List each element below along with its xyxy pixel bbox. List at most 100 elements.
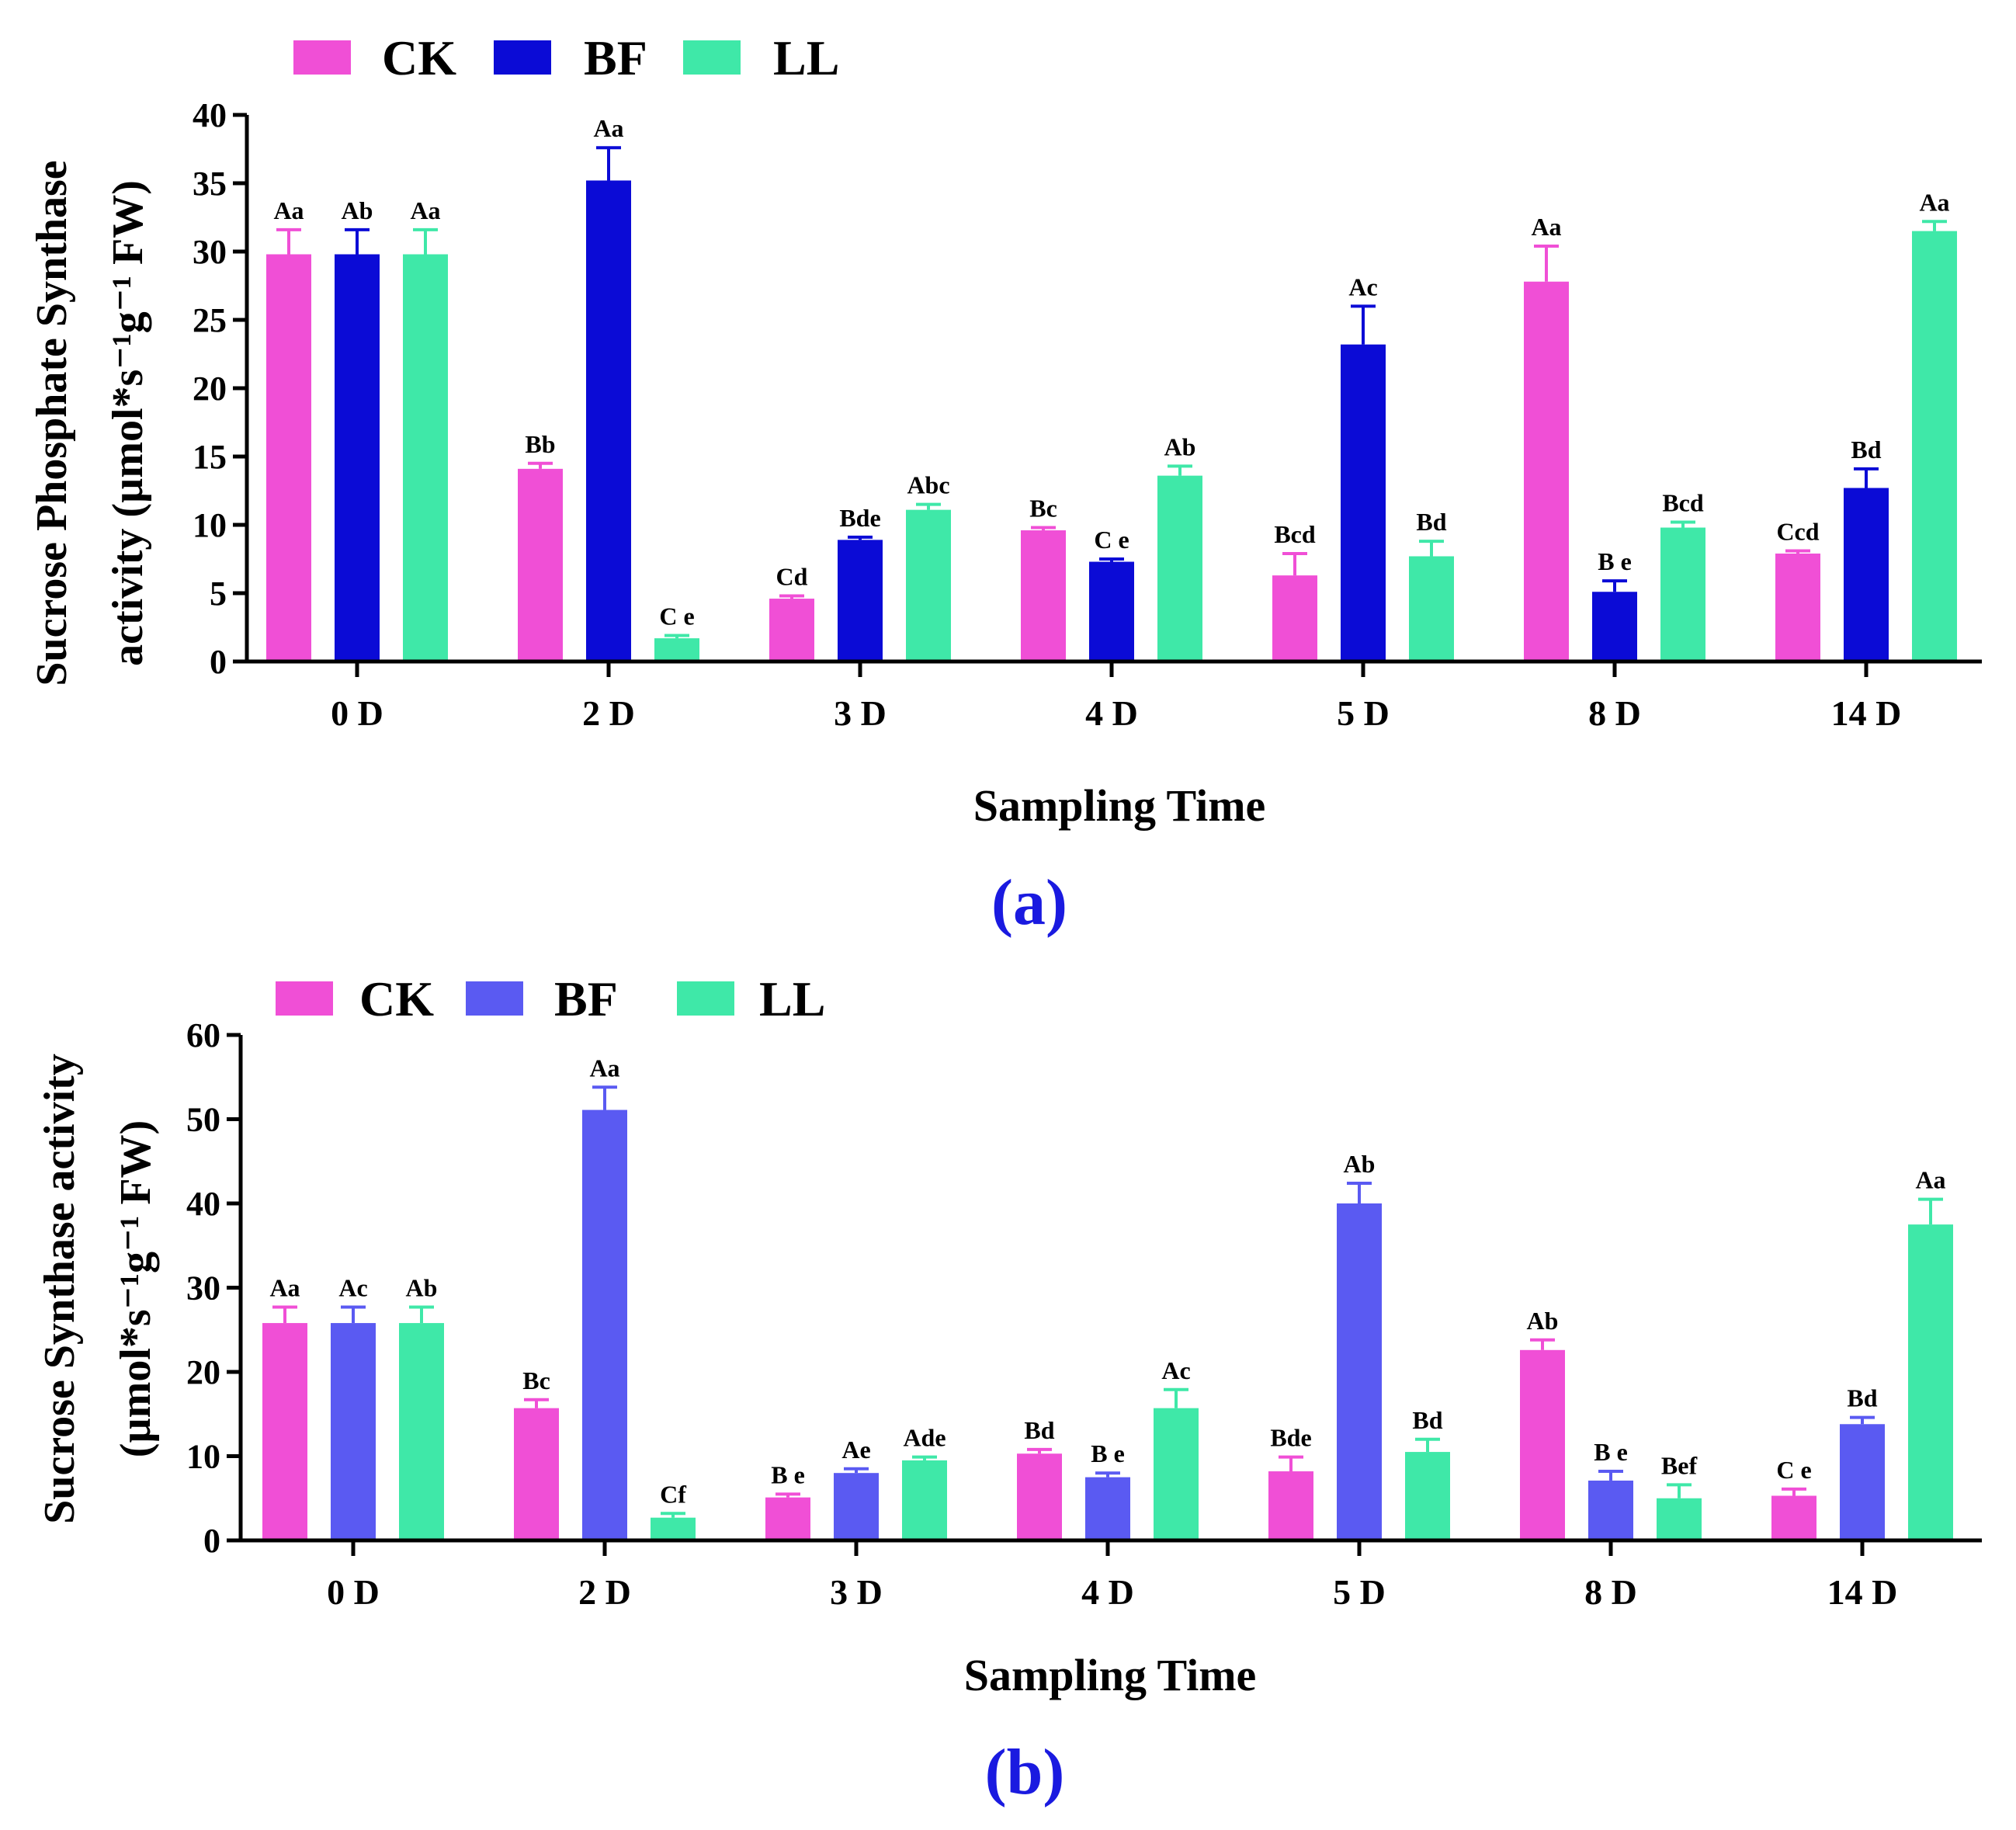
bar-ck — [1524, 281, 1569, 662]
x-tick-label: 14 D — [1831, 693, 1902, 733]
significance-label: B e — [1598, 547, 1632, 575]
bar-ck — [1520, 1349, 1565, 1540]
chart-panel-a: CK BF LL Sucrose Phosphate Synthase acti… — [28, 30, 1982, 939]
bar-bf — [586, 180, 631, 662]
significance-label: Cf — [660, 1480, 686, 1508]
bar-ck — [514, 1408, 559, 1540]
panel-tag-b: (b) — [985, 1736, 1065, 1808]
bar-ck — [518, 468, 563, 662]
y-axis-label-line2: activity (µmol*s⁻¹g⁻¹ FW) — [104, 180, 152, 666]
significance-label: Bd — [1412, 1406, 1442, 1434]
bar-bf — [1337, 1203, 1382, 1540]
bar-ck — [1017, 1453, 1062, 1540]
bar-bf — [838, 540, 883, 662]
y-tick-label: 15 — [193, 438, 227, 476]
x-tick-label: 2 D — [578, 1572, 631, 1612]
significance-label: Bc — [522, 1366, 550, 1394]
significance-label: Ac — [1161, 1356, 1190, 1384]
significance-label: Aa — [1915, 1166, 1945, 1194]
significance-label: C e — [659, 602, 694, 630]
bar-ll — [403, 254, 448, 662]
y-tick-label: 40 — [193, 96, 227, 134]
legend-swatch-ck — [293, 40, 351, 75]
x-tick-label: 8 D — [1588, 693, 1641, 733]
bar-bf — [1588, 1480, 1633, 1540]
x-tick-label: 2 D — [582, 693, 635, 733]
legend-swatch-bf — [494, 40, 551, 75]
y-axis-label-a: Sucrose Phosphate Synthase — [28, 160, 76, 686]
chart-panel-b: CK BF LL Sucrose Synthase activity (µmol… — [36, 971, 1982, 1808]
significance-label: C e — [1776, 1456, 1811, 1484]
bar-ck — [262, 1323, 307, 1540]
bars-a — [266, 180, 1957, 662]
bar-ll — [651, 1517, 696, 1540]
bar-ck — [1021, 530, 1066, 662]
x-tick-label: 0 D — [327, 1572, 380, 1612]
significance-label: Abc — [907, 471, 949, 499]
significance-label: Aa — [1919, 188, 1949, 216]
bar-ck — [769, 599, 814, 662]
x-tick-label: 14 D — [1827, 1572, 1898, 1612]
legend-label-bf: BF — [554, 971, 618, 1026]
significance-label: Ab — [1527, 1307, 1559, 1335]
x-tick-label: 0 D — [331, 693, 383, 733]
significance-label: B e — [1091, 1439, 1125, 1467]
bars-b — [262, 1109, 1953, 1540]
bar-ll — [399, 1323, 444, 1540]
y-ticks-b: 0 10 20 30 40 50 60 — [186, 1016, 241, 1560]
bar-bf — [1592, 592, 1637, 662]
y-ticks-a: 0 5 10 15 20 25 30 35 40 — [193, 96, 247, 681]
legend-label-ll: LL — [759, 971, 825, 1026]
y-tick-label: 5 — [210, 575, 227, 613]
significance-label: Ade — [903, 1424, 946, 1452]
bar-ll — [902, 1460, 947, 1540]
bar-ll — [1657, 1498, 1702, 1540]
x-ticks-b: 0 D 2 D 3 D 4 D 5 D 8 D 14 D — [327, 1540, 1897, 1612]
x-tick-label: 3 D — [830, 1572, 883, 1612]
significance-label: Bd — [1416, 508, 1446, 536]
y-tick-label: 20 — [193, 370, 227, 408]
y-tick-label: 10 — [193, 506, 227, 544]
bar-ck — [1272, 575, 1317, 662]
significance-label: Bd — [1847, 1384, 1877, 1412]
significance-label: Ac — [1348, 273, 1377, 300]
y-tick-label: 10 — [186, 1438, 220, 1476]
x-tick-label: 3 D — [834, 693, 887, 733]
y-axis-label-line1: Sucrose Synthase activity — [36, 1054, 84, 1524]
legend-label-bf: BF — [584, 30, 647, 85]
error-bars-b — [272, 1085, 1943, 1518]
significance-label: Aa — [1531, 213, 1561, 241]
significance-label: Bb — [525, 430, 555, 458]
bar-bf — [1840, 1424, 1885, 1540]
bar-ck — [1771, 1495, 1816, 1540]
significance-label: Bd — [1851, 436, 1881, 464]
y-tick-label: 30 — [193, 233, 227, 271]
significance-label: C e — [1094, 526, 1129, 554]
significance-label: Aa — [589, 1054, 619, 1082]
y-tick-label: 20 — [186, 1353, 220, 1391]
bar-bf — [1844, 488, 1889, 662]
y-tick-label: 35 — [193, 165, 227, 203]
bar-bf — [1341, 344, 1386, 662]
bar-bf — [1089, 561, 1134, 662]
bar-bf — [335, 254, 380, 662]
y-axis-label-a-line2: activity (µmol*s⁻¹g⁻¹ FW) — [104, 180, 152, 666]
legend-b: CK BF LL — [276, 971, 825, 1026]
y-axis-label-b-line2-wrap: (µmol*s⁻¹g⁻¹ FW) — [112, 1120, 160, 1457]
significance-label: Aa — [269, 1273, 300, 1301]
y-tick-label: 30 — [186, 1269, 220, 1307]
x-tick-label: 5 D — [1337, 693, 1390, 733]
significance-label: Bc — [1029, 495, 1057, 523]
x-ticks-a: 0 D 2 D 3 D 4 D 5 D 8 D 14 D — [331, 662, 1901, 733]
y-tick-label: 0 — [203, 1522, 220, 1560]
y-tick-label: 0 — [210, 643, 227, 681]
x-axis-label-b: Sampling Time — [964, 1650, 1257, 1700]
y-axis-label-line1: Sucrose Phosphate Synthase — [28, 160, 76, 686]
panel-tag-a: (a) — [991, 866, 1067, 939]
legend-label-ck: CK — [359, 971, 434, 1026]
significance-label: B e — [771, 1460, 805, 1488]
legend-swatch-ck — [276, 981, 333, 1016]
y-tick-label: 50 — [186, 1101, 220, 1139]
y-tick-label: 40 — [186, 1185, 220, 1223]
